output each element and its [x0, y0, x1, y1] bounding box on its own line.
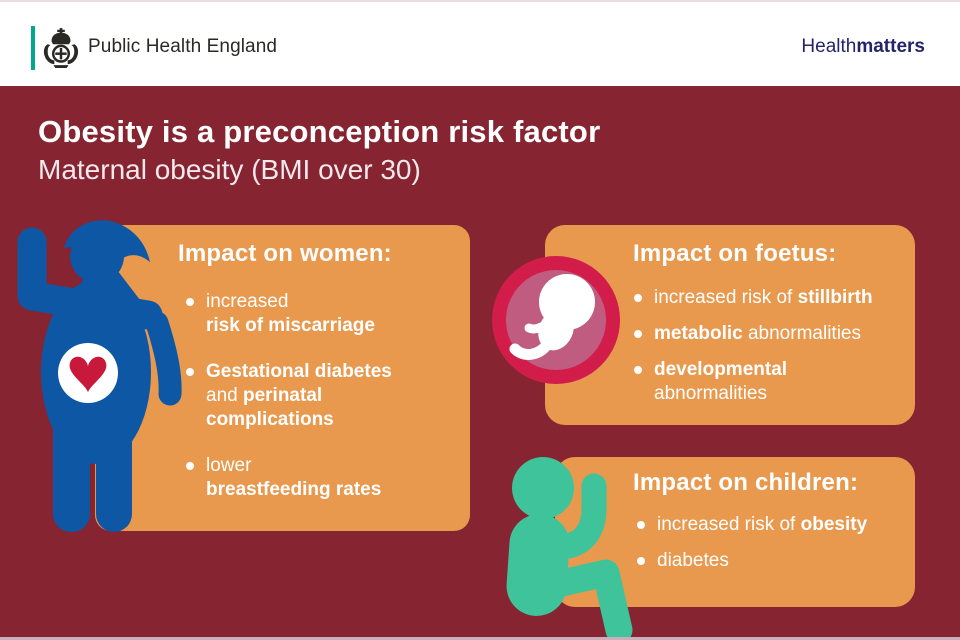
- bullet-dot: [634, 294, 642, 302]
- top-divider: [0, 0, 960, 2]
- bottom-divider: [0, 637, 960, 640]
- list-item: lower breastfeeding rates: [186, 454, 460, 502]
- list-item: metabolic abnormalities: [634, 322, 905, 346]
- card-heading: Impact on children:: [633, 469, 859, 496]
- header-bar: Public Health England Healthmatters: [0, 2, 960, 86]
- brand-regular: Health: [801, 36, 857, 57]
- teal-accent-bar: [31, 26, 35, 70]
- bullet-dot: [634, 330, 642, 338]
- card-heading: Impact on foetus:: [633, 240, 837, 267]
- bullet-dot: [637, 557, 645, 565]
- card-impact-on-women: Impact on women: increased risk of misca…: [95, 225, 470, 531]
- card-impact-on-children: Impact on children: increased risk of ob…: [555, 457, 915, 607]
- bullet-dot: [634, 366, 642, 374]
- bullet-dot: [186, 462, 194, 470]
- list-item: increased risk of miscarriage: [186, 290, 460, 338]
- phe-crown-logo: [43, 28, 79, 68]
- list-item: increased risk of obesity: [637, 513, 905, 537]
- brand-bold: matters: [856, 36, 925, 57]
- org-name: Public Health England: [88, 36, 278, 57]
- bullet-dot: [186, 368, 194, 376]
- bullet-dot: [186, 298, 194, 306]
- card-heading: Impact on women:: [178, 240, 392, 267]
- list-item: Gestational diabetes and perinatal compl…: [186, 360, 460, 432]
- healthmatters-logo: Healthmatters: [801, 36, 925, 58]
- page-title: Obesity is a preconception risk factor: [38, 114, 601, 149]
- list-item: developmental abnormalities: [634, 358, 905, 406]
- page-subtitle: Maternal obesity (BMI over 30): [38, 154, 421, 185]
- title-block: Obesity is a preconception risk factor M…: [38, 112, 600, 188]
- list-item: increased risk of stillbirth: [634, 286, 905, 310]
- list-item: diabetes: [637, 549, 905, 573]
- card-impact-on-foetus: Impact on foetus: increased risk of stil…: [545, 225, 915, 425]
- bullet-dot: [637, 521, 645, 529]
